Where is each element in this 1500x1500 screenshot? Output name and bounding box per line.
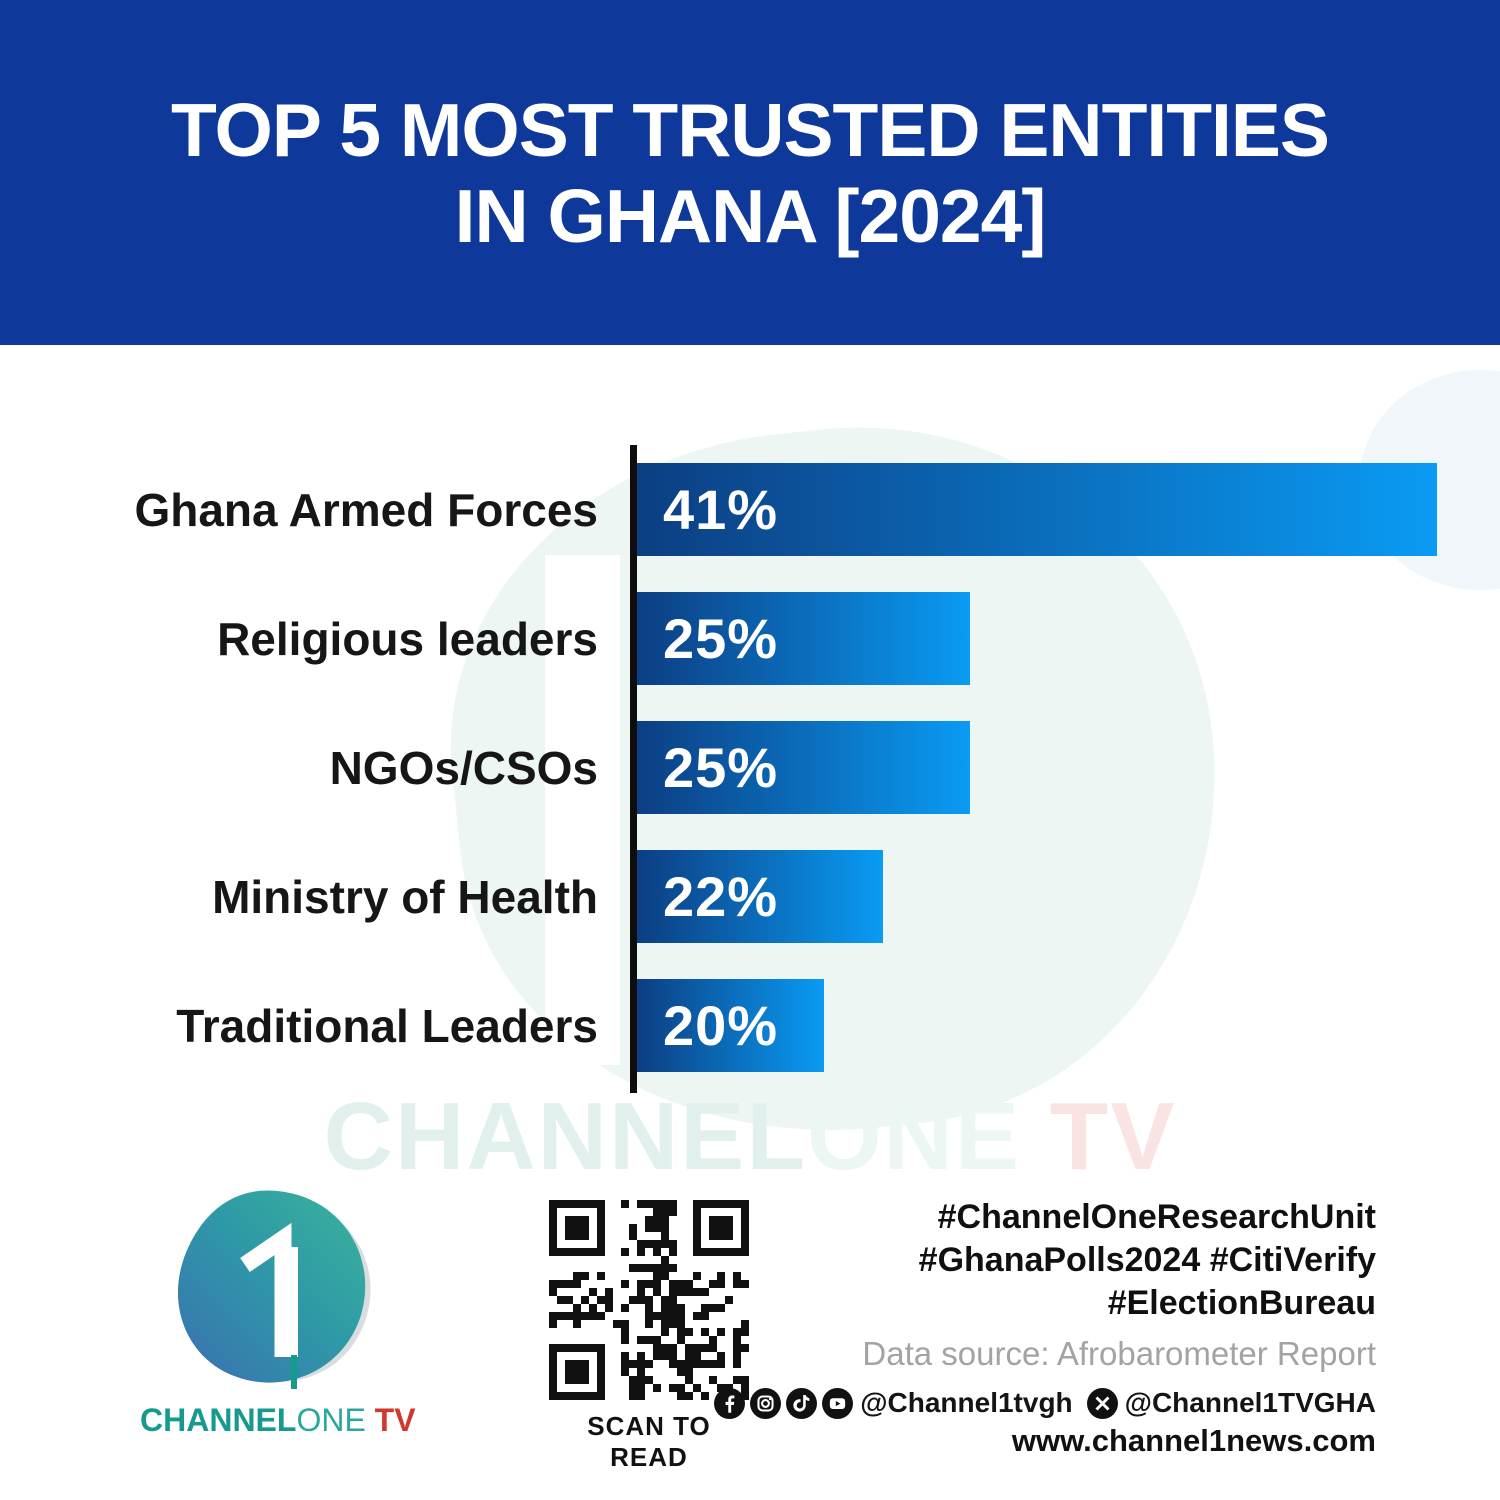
category-label: NGOs/CSOs	[329, 741, 598, 794]
tiktok-icon[interactable]	[786, 1387, 818, 1419]
watermark-part3: TV	[1021, 1083, 1177, 1190]
page-title-line1: TOP 5 MOST TRUSTED ENTITIES	[171, 87, 1330, 172]
bar: 41%	[637, 463, 1437, 556]
logo-word-one: ONE	[296, 1402, 366, 1438]
logo-wordmark: CHANNELONE TV	[140, 1402, 416, 1439]
bar-value-label: 25%	[663, 736, 779, 799]
category-label: Ministry of Health	[212, 870, 598, 923]
shield-watermark-column	[545, 555, 620, 1065]
logo-one-numeral-bar	[289, 1247, 298, 1357]
website-url: www.channel1news.com	[1011, 1423, 1376, 1458]
data-source-text: Data source: Afrobarometer Report	[862, 1335, 1376, 1372]
bar-row: Ministry of Health 22%	[0, 850, 1500, 943]
hashtag: #ElectionBureau	[1107, 1284, 1376, 1322]
page-title-line2: IN GHANA [2024]	[454, 173, 1047, 258]
bar: 25%	[637, 592, 970, 685]
channel-one-logo-icon	[177, 1190, 371, 1389]
youtube-icon[interactable]	[822, 1387, 854, 1419]
bar: 20%	[637, 979, 824, 1072]
logo-one-numeral	[240, 1222, 292, 1357]
footer-right-block: #ChannelOneResearchUnit #GhanaPolls2024 #…	[714, 1196, 1376, 1459]
logo-one-tail	[291, 1355, 297, 1389]
instagram-icon[interactable]	[750, 1387, 782, 1419]
logo-word-channel: CHANNEL	[140, 1402, 297, 1438]
hashtag: #ChannelOneResearchUnit	[937, 1198, 1376, 1236]
bar-value-label: 22%	[663, 865, 779, 928]
logo-pebble	[177, 1190, 366, 1383]
social-handle-main: @Channel1tvgh	[860, 1387, 1073, 1418]
bar: 22%	[637, 850, 883, 943]
channel-one-watermark-text: CHANNELONE TV	[0, 1082, 1500, 1192]
social-row: @Channel1tvgh @Channel1TVGHA	[714, 1387, 1376, 1419]
bar-value-label: 25%	[663, 607, 779, 670]
social-handle-x: @Channel1TVGHA	[1124, 1387, 1376, 1418]
watermark-part2: ONE	[806, 1083, 1021, 1190]
bar-row: NGOs/CSOs 25%	[0, 721, 1500, 814]
channel-one-logo-block: CHANNELONE TV	[140, 1185, 416, 1439]
social-icons-group	[714, 1387, 854, 1419]
bar-value-label: 20%	[663, 994, 779, 1057]
bar-row: Religious leaders 25%	[0, 592, 1500, 685]
category-label: Traditional Leaders	[176, 999, 598, 1052]
qr-caption: SCAN TO READ	[587, 1411, 711, 1472]
bar-value-label: 41%	[663, 478, 779, 541]
qr-block: SCAN TO READ	[549, 1200, 749, 1473]
qr-code[interactable]	[549, 1200, 749, 1405]
bar: 25%	[637, 721, 970, 814]
facebook-icon[interactable]	[714, 1387, 746, 1419]
chart-axis-line	[630, 445, 637, 1093]
logo-word-tv: TV	[365, 1402, 416, 1438]
watermark-part1: CHANNEL	[323, 1083, 807, 1190]
category-label: Religious leaders	[217, 612, 598, 665]
hashtag-list: #ChannelOneResearchUnit #GhanaPolls2024 #…	[736, 1196, 1376, 1325]
bar-row: Traditional Leaders 20%	[0, 979, 1500, 1072]
hashtag: #GhanaPolls2024 #CitiVerify	[918, 1241, 1376, 1279]
header-banner: TOP 5 MOST TRUSTED ENTITIES IN GHANA [20…	[0, 0, 1500, 345]
category-label: Ghana Armed Forces	[134, 483, 598, 536]
x-icon	[1086, 1387, 1118, 1419]
bar-row: Ghana Armed Forces 41%	[0, 463, 1500, 556]
